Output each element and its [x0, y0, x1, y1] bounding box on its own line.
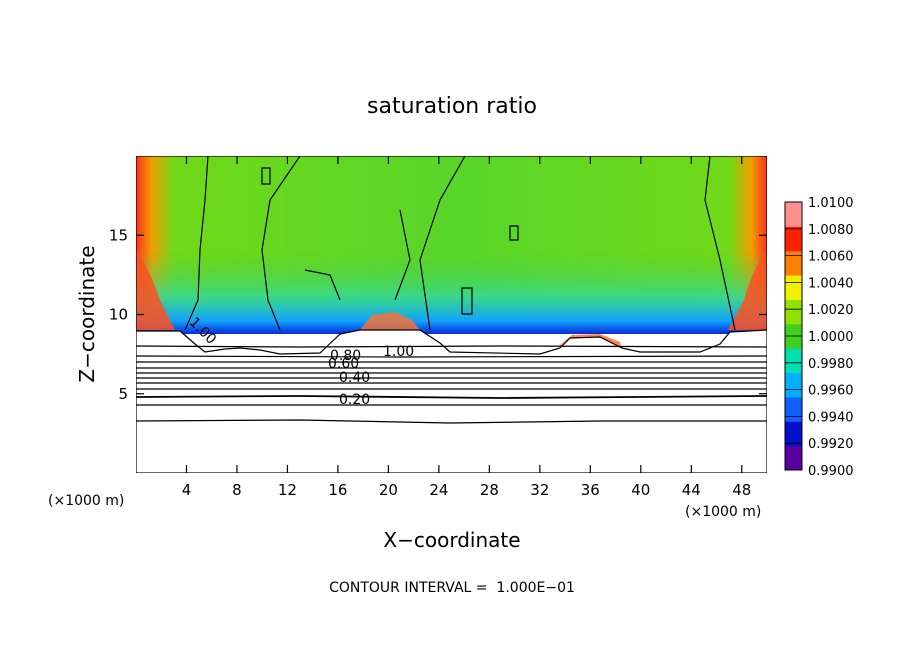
x-unit-note-left: (×1000 m) — [48, 493, 124, 509]
x-tick-label: 32 — [530, 481, 549, 499]
x-tick-label: 36 — [581, 481, 600, 499]
colorbar-swatch — [785, 250, 802, 276]
colorbar-swatch — [785, 299, 802, 325]
x-axis-label: X−coordinate — [383, 528, 520, 552]
colorbar-label: 1.0080 — [808, 223, 854, 238]
colorbar-swatch — [785, 226, 802, 252]
x-tick-label: 20 — [379, 481, 398, 499]
colorbar-swatch — [785, 202, 802, 227]
chart-title: saturation ratio — [367, 94, 537, 119]
unsaturated-region — [136, 330, 767, 473]
colorbar-label: 0.9920 — [808, 437, 854, 452]
edge-high-left — [136, 250, 175, 330]
x-tick-label: 44 — [682, 481, 701, 499]
colorbar-swatch — [785, 348, 802, 374]
x-tick-label: 4 — [182, 481, 192, 499]
contour-label-080: 0.80 — [330, 348, 361, 364]
x-tick-label: 48 — [732, 481, 751, 499]
colorbar-label: 0.9960 — [808, 384, 854, 399]
colorbar-label: 1.0000 — [808, 330, 854, 345]
colorbar-label: 0.9980 — [808, 357, 854, 372]
contour-interval-note: CONTOUR INTERVAL = 1.000E−01 — [329, 580, 575, 596]
x-tick-label: 40 — [631, 481, 650, 499]
colorbar-label: 1.0020 — [808, 303, 854, 318]
contour-label-100-center: 1.00 — [383, 344, 414, 360]
x-tick-label: 12 — [278, 481, 297, 499]
orange-patch — [360, 312, 420, 330]
x-unit-note-right: (×1000 m) — [685, 504, 761, 520]
contour-label-040: 0.40 — [339, 370, 370, 386]
contour-label-060: 0.60 — [328, 356, 359, 372]
contour-label-020: 0.20 — [339, 392, 370, 408]
colorbar-swatch — [785, 372, 802, 398]
y-axis: 5 10 15 — [109, 226, 767, 403]
contour-lines — [136, 156, 767, 424]
colorbar-label: 1.0040 — [808, 276, 854, 291]
y-tick-label: 15 — [109, 226, 128, 244]
colorbar-label: 1.0100 — [808, 196, 854, 211]
colorbar-label: 1.0060 — [808, 250, 854, 265]
colorbar-label: 0.9900 — [808, 464, 854, 479]
x-tick-label: 16 — [328, 481, 347, 499]
colorbar: 0.9900 0.9920 0.9940 0.9960 0.9980 1.0000 1.00… — [784, 196, 854, 479]
y-tick-label: 5 — [118, 385, 128, 403]
heatmap-plot-area — [136, 156, 767, 473]
colorbar-swatch — [785, 396, 802, 422]
colorbar-label: 0.9940 — [808, 410, 854, 425]
x-tick-label: 24 — [429, 481, 448, 499]
colorbar-swatch — [785, 275, 802, 300]
x-tick-label: 8 — [232, 481, 242, 499]
x-axis: 4 8 12 16 20 24 28 32 36 40 44 48 — [182, 156, 751, 499]
x-tick-label: 28 — [480, 481, 499, 499]
transition-band — [136, 250, 767, 334]
colorbar-swatch — [785, 421, 802, 447]
edge-high-right — [728, 250, 767, 330]
y-axis-label: Z−coordinate — [75, 245, 99, 382]
y-tick-label: 10 — [109, 306, 128, 324]
colorbar-swatch — [785, 445, 802, 471]
